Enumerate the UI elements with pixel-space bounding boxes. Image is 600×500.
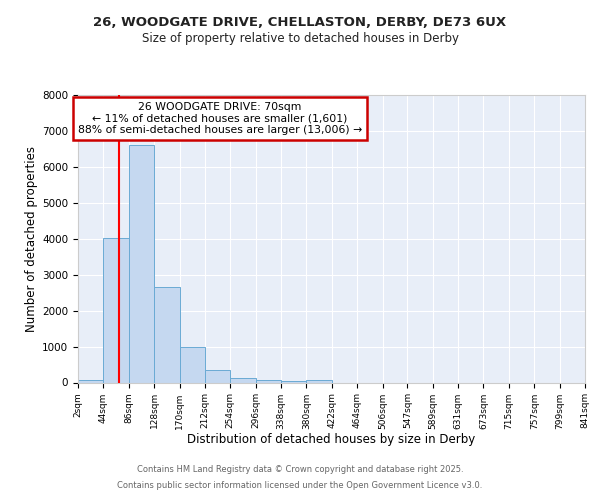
Text: Size of property relative to detached houses in Derby: Size of property relative to detached ho… (142, 32, 458, 45)
Bar (256, 380, 281, 382)
Bar (78, 380, 103, 382)
Bar (179, 348, 205, 382)
Text: 26 WOODGATE DRIVE: 70sqm
← 11% of detached houses are smaller (1,601)
88% of sem: 26 WOODGATE DRIVE: 70sqm ← 11% of detach… (78, 102, 362, 136)
Bar (103, 238, 129, 382)
Bar (307, 380, 332, 382)
Bar (281, 380, 307, 382)
Bar (154, 288, 179, 382)
X-axis label: Distribution of detached houses by size in Derby: Distribution of detached houses by size … (187, 433, 476, 446)
Text: Contains HM Land Registry data © Crown copyright and database right 2025.: Contains HM Land Registry data © Crown c… (137, 465, 463, 474)
Y-axis label: Number of detached properties: Number of detached properties (25, 146, 38, 332)
Text: Contains public sector information licensed under the Open Government Licence v3: Contains public sector information licen… (118, 481, 482, 490)
Bar (205, 370, 230, 382)
Bar (230, 378, 256, 382)
Bar (129, 144, 154, 382)
Text: 26, WOODGATE DRIVE, CHELLASTON, DERBY, DE73 6UX: 26, WOODGATE DRIVE, CHELLASTON, DERBY, D… (94, 16, 506, 29)
